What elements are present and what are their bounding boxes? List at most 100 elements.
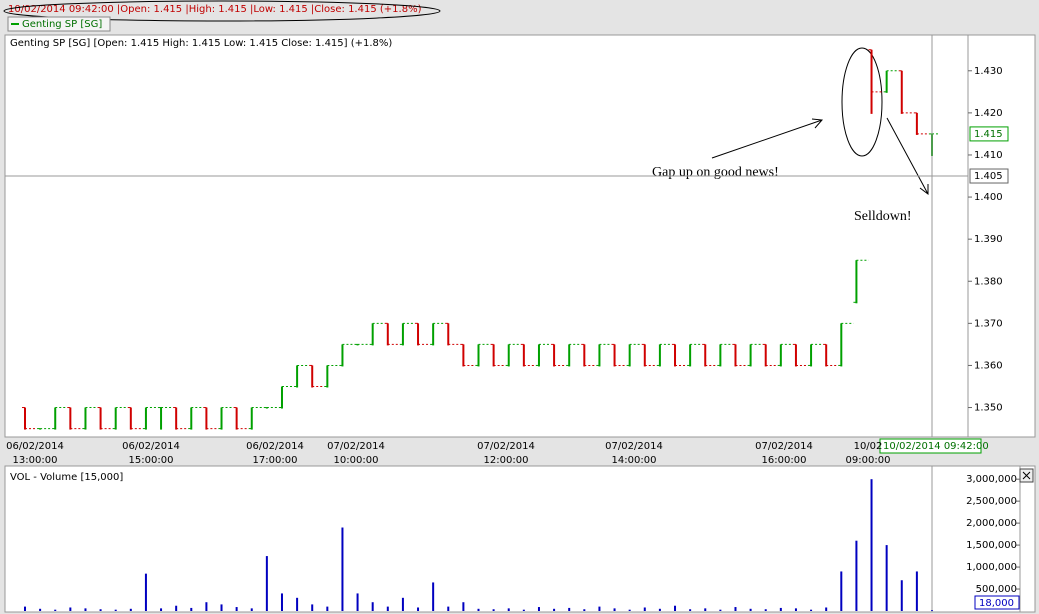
volume-bar <box>462 602 465 611</box>
volume-bar <box>129 608 132 611</box>
volume-bar <box>658 608 661 611</box>
volume-bar <box>537 607 540 611</box>
volume-bar <box>885 545 888 611</box>
volume-bar <box>341 527 344 611</box>
volume-bar <box>114 609 117 611</box>
volume-bar <box>794 608 797 611</box>
volume-bar <box>915 571 918 611</box>
volume-y-tick-label: 500,000 <box>976 584 1017 595</box>
cursor-price-box <box>969 168 1009 184</box>
volume-bar <box>492 609 495 611</box>
x-tick-label: 07/02/2014 <box>477 441 535 452</box>
volume-bar <box>598 606 601 611</box>
volume-bar <box>583 609 586 611</box>
volume-bar <box>643 607 646 611</box>
volume-bar <box>386 606 389 611</box>
header: 10/02/2014 09:42:00 |Open: 1.415 |High: … <box>8 4 422 15</box>
header-ellipse <box>3 0 441 22</box>
volume-bar <box>250 608 253 611</box>
volume-bar <box>190 607 193 611</box>
x-tick-label: 17:00:00 <box>253 455 298 466</box>
volume-bar <box>144 573 147 611</box>
volume-bar <box>734 607 737 611</box>
volume-bar <box>205 602 208 611</box>
volume-bar <box>704 608 707 611</box>
volume-bar <box>69 607 72 611</box>
arrow <box>886 117 929 195</box>
volume-bar <box>175 605 178 611</box>
volume-bar <box>24 606 26 611</box>
close-icon <box>1022 471 1031 480</box>
volume-y-tick-label: 1,500,000 <box>966 540 1017 551</box>
volume-bar <box>764 609 767 611</box>
x-tick-label: 06/02/2014 <box>122 441 180 452</box>
x-tick-label: 12:00:00 <box>484 455 529 466</box>
volume-bar <box>296 597 299 611</box>
volume-bar <box>356 593 359 611</box>
volume-bar <box>401 597 404 611</box>
volume-bar <box>280 593 283 611</box>
x-tick-label: 10:00:00 <box>334 455 379 466</box>
x-tick-label: 06/02/2014 <box>6 441 64 452</box>
volume-current-label: 18,000 <box>979 598 1014 609</box>
volume-bar <box>54 609 57 611</box>
x-tick-label: 09:00:00 <box>846 455 891 466</box>
volume-panel <box>4 465 1036 613</box>
volume-title: VOL - Volume [15,000] <box>10 472 123 483</box>
y-tick-label: 1.360 <box>974 360 1003 371</box>
volume-bar <box>855 540 858 611</box>
volume-bar <box>553 608 556 611</box>
arrow <box>711 118 824 159</box>
x-tick-label: 15:00:00 <box>129 455 174 466</box>
volume-bar <box>220 604 223 611</box>
volume-bar <box>840 571 843 611</box>
cursor-time-box <box>879 438 982 454</box>
volume-current-box <box>974 595 1020 610</box>
volume-bar <box>326 606 329 611</box>
x-tick-label: 10/02 <box>854 441 883 452</box>
y-tick-label: 1.430 <box>974 66 1003 77</box>
y-tick-label: 1.400 <box>974 192 1003 203</box>
x-tick-label: 14:00:00 <box>612 455 657 466</box>
cursor-time-label: 10/02/2014 09:42:00 <box>883 441 989 452</box>
x-tick-label: 16:00:00 <box>762 455 807 466</box>
volume-bar <box>749 608 752 611</box>
volume-y-tick-label: 2,500,000 <box>966 496 1017 507</box>
x-tick-label: 07/02/2014 <box>755 441 813 452</box>
x-tick-label: 13:00:00 <box>13 455 58 466</box>
volume-bar <box>447 606 450 611</box>
volume-y-tick-label: 2,000,000 <box>966 518 1017 529</box>
volume-bar <box>311 604 314 611</box>
x-tick-label: 07/02/2014 <box>605 441 663 452</box>
x-tick-label: 07/02/2014 <box>327 441 385 452</box>
volume-bar <box>417 607 420 611</box>
volume-bar <box>371 602 374 611</box>
annotation: Selldown! <box>854 209 912 224</box>
y-tick-label: 1.350 <box>974 403 1003 414</box>
volume-bar <box>99 609 102 611</box>
last-price-label: 1.415 <box>974 129 1003 140</box>
panel-title: Genting SP [SG] [Open: 1.415 High: 1.415… <box>10 38 392 49</box>
volume-bar <box>477 608 480 611</box>
legend-label: Genting SP [SG] <box>22 19 102 30</box>
volume-y-tick-label: 1,000,000 <box>966 562 1017 573</box>
volume-bar <box>432 582 435 611</box>
y-tick-label: 1.380 <box>974 276 1003 287</box>
y-tick-label: 1.370 <box>974 318 1003 329</box>
y-tick-label: 1.390 <box>974 234 1003 245</box>
volume-bar <box>628 609 631 611</box>
volume-bar <box>160 608 163 611</box>
volume-bar <box>613 608 616 611</box>
price-panel <box>4 34 1036 438</box>
y-tick-label: 1.420 <box>974 108 1003 119</box>
x-tick-label: 06/02/2014 <box>246 441 304 452</box>
last-price-box <box>969 126 1009 142</box>
volume-bar <box>39 608 42 611</box>
volume-bar <box>719 609 722 611</box>
volume-bar <box>522 609 525 611</box>
volume-y-tick-label: 3,000,000 <box>966 474 1017 485</box>
volume-bar <box>810 609 813 611</box>
volume-bar <box>689 609 692 611</box>
legend-box <box>7 16 111 32</box>
